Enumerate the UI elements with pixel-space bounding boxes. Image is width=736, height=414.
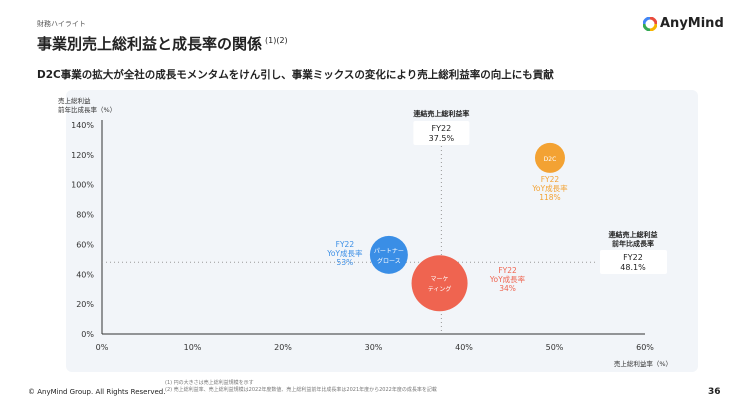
reference-value: 37.5%: [429, 134, 455, 143]
y-tick-label: 20%: [76, 300, 94, 309]
reference-title: 連結売上総利益: [609, 230, 658, 239]
x-tick-label: 40%: [455, 343, 473, 352]
reference-value: 48.1%: [620, 263, 646, 272]
section-label: 財務ハイライト: [37, 20, 86, 28]
bubble-annotation: FY22: [541, 175, 560, 184]
bubble-label: ティング: [428, 285, 452, 293]
x-tick-label: 30%: [365, 343, 383, 352]
x-axis-label: 売上総利益率（%）: [614, 359, 672, 368]
x-tick-label: 0%: [96, 343, 109, 352]
page-title: 事業別売上総利益と成長率の関係 (1)(2): [37, 33, 288, 54]
bubble-label: パートナー: [374, 248, 404, 255]
reference-box: [600, 250, 667, 274]
y-tick-label: 60%: [76, 240, 94, 249]
y-tick-label: 100%: [71, 181, 94, 190]
reference-title: 連結売上総利益率: [413, 109, 469, 118]
y-tick-label: 140%: [71, 121, 94, 130]
y-tick-label: 120%: [71, 151, 94, 160]
logo-text: AnyMind: [660, 16, 724, 31]
bubble-annotation: YoY成長率: [326, 248, 363, 258]
reference-box: [413, 121, 470, 145]
chart-panel: [66, 90, 698, 372]
bubble-label: D2C: [544, 156, 557, 163]
bubble-31.7: [369, 235, 408, 274]
footnote-1: (1) 円の大きさは売上総利益規模を示す: [165, 380, 254, 386]
page-number: 36: [708, 387, 721, 397]
bubble-annotation: FY22: [498, 266, 517, 275]
bubble-label: マーケ: [431, 276, 449, 283]
logo: AnyMind: [643, 16, 724, 31]
bubble-annotation: 53%: [337, 258, 354, 267]
bubble-37.3: [411, 255, 468, 312]
bubble-annotation: 34%: [499, 284, 516, 293]
bubble-annotation: YoY成長率: [489, 274, 526, 284]
x-tick-label: 50%: [546, 343, 564, 352]
footnotes: (1) 円の大きさは売上総利益規模を示す (2) 売上総利益率、売上総利益規模は…: [165, 380, 437, 394]
y-tick-label: 80%: [76, 211, 94, 220]
x-tick-label: 60%: [636, 343, 654, 352]
subtitle: D2C事業の拡大が全社の成長モメンタムをけん引し、事業ミックスの変化により売上総…: [37, 69, 554, 81]
copyright: © AnyMind Group. All Rights Reserved.: [28, 388, 166, 396]
footnote-2: (2) 売上総利益率、売上総利益規模は2022年度数値、売上総利益前年比成長率は…: [165, 387, 437, 393]
y-tick-label: 40%: [76, 270, 94, 279]
reference-title: 前年比成長率: [612, 239, 654, 248]
title-note: (1)(2): [265, 36, 288, 45]
x-tick-label: 10%: [184, 343, 202, 352]
y-axis-label: 売上総利益: [58, 96, 91, 105]
title-text: 事業別売上総利益と成長率の関係: [37, 35, 263, 53]
bubble-annotation: FY22: [336, 240, 355, 249]
bubble-49.5: [534, 142, 565, 173]
reference-value: FY22: [623, 253, 643, 262]
y-axis-label: 前年比成長率（%）: [58, 105, 116, 114]
y-tick-label: 0%: [81, 330, 94, 339]
reference-value: FY22: [432, 124, 452, 133]
bubble-annotation: 118%: [539, 193, 560, 202]
bubble-annotation: YoY成長率: [531, 183, 568, 193]
bubble-label: グロース: [377, 257, 401, 265]
anymind-logo-icon: [643, 16, 657, 31]
x-tick-label: 20%: [274, 343, 292, 352]
